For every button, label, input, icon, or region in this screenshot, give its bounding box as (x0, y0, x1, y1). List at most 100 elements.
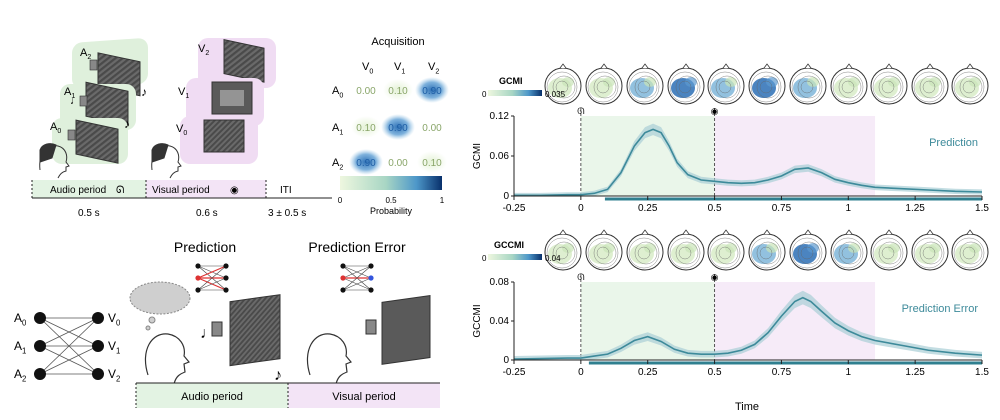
matrix-col-label: V0 (362, 61, 373, 75)
visual-period-band (288, 383, 440, 408)
matrix-cell-value: 0.10 (388, 86, 408, 97)
series-label: Prediction Error (902, 303, 979, 315)
audio-label-a1: A1 (64, 86, 75, 100)
matrix-cell-value: 0.90 (422, 86, 442, 97)
network-node-label: A2 (14, 367, 26, 384)
gcmi-chart: ᘏ ◉00.060.12-0.25 0 0.25 0.5 0.75 1 1.25 1.5GCMI… (472, 106, 989, 214)
stimulus-screen (229, 294, 281, 367)
network-node (92, 368, 104, 380)
y-tick-label: 0 (503, 355, 509, 366)
matrix-cell-highlight (383, 79, 413, 101)
network-node-label: A1 (14, 339, 26, 356)
y-tick-label: 0.08 (490, 277, 510, 288)
x-tick-label: 1.5 (975, 367, 989, 378)
matrix-cell-value: 0.00 (422, 123, 442, 134)
x-tick-label: 0.75 (772, 367, 792, 378)
ear-icon: ᘏ (116, 185, 124, 196)
trial-timeline: Audio period ᘏ Visual period ◉ ITI 0.5 s… (31, 180, 332, 219)
colorbar-tick: 0 (338, 196, 343, 205)
x-tick-label: 1 (846, 367, 852, 378)
x-tick-label: 0.25 (638, 367, 658, 378)
network-edge (197, 265, 227, 279)
y-tick-label: 0.04 (490, 316, 510, 327)
topomap-row (544, 63, 989, 105)
audio-label-a2: A2 (80, 47, 91, 61)
matrix-cell-value: 0.90 (356, 158, 376, 169)
prediction-title: Prediction (174, 239, 236, 255)
speaker-icon (89, 59, 98, 71)
topomap (911, 63, 949, 105)
network-node (34, 340, 46, 352)
network-node (223, 275, 229, 281)
network-node (92, 312, 104, 324)
matrix-cell-highlight (417, 151, 447, 173)
network-node (195, 287, 201, 293)
speaker-icon (365, 319, 377, 335)
y-tick-label: 0 (503, 191, 509, 202)
matrix-col-label: V1 (394, 61, 405, 75)
network-edge (342, 265, 372, 279)
head-icon (151, 143, 182, 179)
network-edge (39, 317, 99, 347)
audio-screen (52, 118, 128, 164)
network-node-label: V2 (108, 367, 120, 384)
x-tick-label: 1.25 (905, 367, 925, 378)
visual-label-v1: V1 (178, 86, 189, 100)
matrix-cell-value: 0.00 (356, 86, 376, 97)
colorbar-tick: 1 (440, 196, 445, 205)
network-edge (39, 317, 99, 375)
y-axis-label: GCCMI (472, 304, 483, 337)
network-node (223, 287, 229, 293)
topomap (544, 229, 582, 271)
topomap (951, 63, 989, 105)
network-node (340, 263, 346, 269)
eye-icon: ◉ (711, 272, 719, 282)
visual-screen (198, 38, 276, 88)
topomap (748, 229, 786, 271)
colorbar-min: 0 (482, 90, 487, 99)
matrix-cell-value: 0.10 (356, 123, 376, 134)
network-edge (342, 265, 372, 291)
music-note-icon: ♩ (70, 95, 81, 107)
head-icon (39, 143, 70, 179)
prediction-panel: Prediction Prediction Error ♩ ♪ Audi (129, 239, 440, 408)
network-edge (197, 277, 227, 291)
y-tick-label: 0.06 (490, 151, 510, 162)
music-note-icon: ♪ (141, 85, 147, 99)
x-tick-label: -0.25 (503, 367, 526, 378)
iti-label: ITI (280, 185, 292, 196)
x-tick-label: 0 (578, 203, 584, 214)
visual-label-v2: V2 (198, 43, 209, 57)
x-tick-label: 0.75 (772, 203, 792, 214)
mini-network-icon (195, 263, 229, 293)
ear-icon: ᘏ (577, 106, 585, 116)
topomap (585, 63, 623, 105)
colorbar-label: GCMI (499, 76, 523, 86)
colorbar-max: 0.035 (545, 90, 566, 99)
network-node (340, 287, 346, 293)
matrix-cell-value: 0.10 (422, 158, 442, 169)
x-tick-label: -0.25 (503, 203, 526, 214)
x-tick-label: 0.5 (708, 203, 722, 214)
colorbar-label: Probability (370, 206, 413, 216)
matrix-cell-highlight (349, 149, 383, 175)
topomap (585, 229, 623, 271)
topomap (830, 63, 868, 105)
topomap (830, 229, 868, 271)
eye-icon: ◉ (230, 185, 239, 196)
network-node (34, 368, 46, 380)
network-node (92, 340, 104, 352)
matrix-row-label: A1 (332, 122, 343, 136)
visual-screen (180, 116, 258, 164)
y-axis-label: GCMI (472, 143, 483, 169)
visual-screen (186, 78, 264, 126)
matrix-cell-highlight (351, 116, 381, 138)
network-edge (342, 277, 372, 291)
visual-period-label: Visual period (332, 391, 395, 403)
network-node (368, 275, 374, 281)
gcmi-colorbar: GCMI 0 0.035 (482, 76, 566, 99)
x-tick-label: 1.25 (905, 203, 925, 214)
head-icon (306, 333, 352, 385)
network-node (368, 287, 374, 293)
